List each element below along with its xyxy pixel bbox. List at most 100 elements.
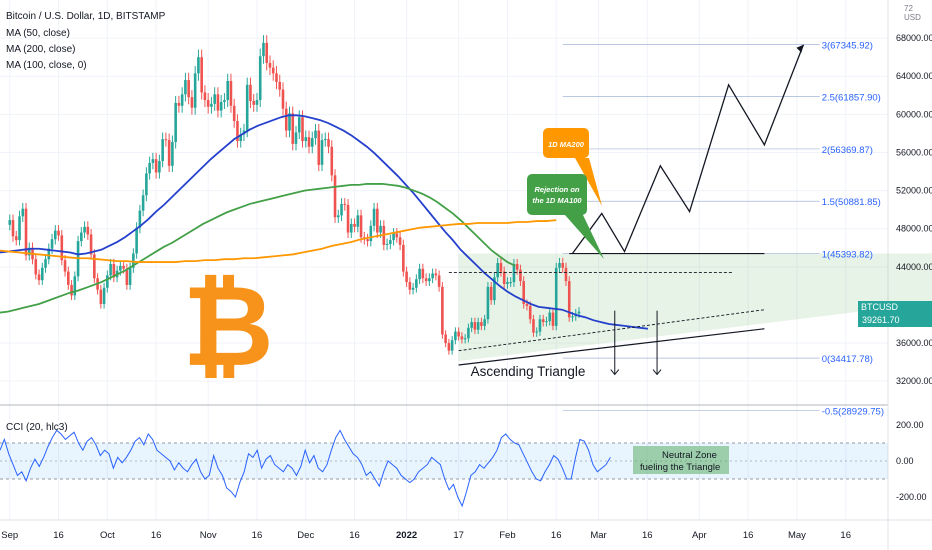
candle-body — [171, 141, 174, 166]
candle-body — [154, 159, 158, 173]
candle-body — [213, 94, 216, 104]
candle-body — [187, 80, 190, 98]
cci-band — [0, 443, 888, 479]
candle-body — [245, 84, 249, 131]
price-tag-countdown: 05:39:24 — [896, 328, 932, 338]
currency-mark: USD — [904, 13, 921, 22]
currency-label: 72 USD — [904, 4, 932, 22]
green-label-text-2: the 1D MA100 — [532, 196, 582, 205]
time-tick: Apr — [692, 530, 707, 541]
candle-body — [428, 278, 431, 282]
candle-body — [60, 235, 64, 261]
candle-body — [281, 89, 285, 109]
candle-body — [112, 263, 116, 278]
candle-body — [346, 204, 350, 233]
candle-body — [424, 278, 428, 282]
candle-body — [418, 268, 421, 280]
cci-tick: 0.00 — [896, 456, 914, 466]
candle-body — [496, 263, 499, 278]
candle-body — [460, 336, 464, 340]
drawings: ₿ — [182, 44, 805, 389]
candle-body — [353, 223, 356, 227]
candle-body — [535, 331, 539, 333]
candle-body — [470, 322, 473, 328]
time-tick: Mar — [590, 530, 606, 541]
candle-body — [320, 140, 324, 165]
candle-body — [122, 265, 125, 269]
price-tag: BTCUSD 39261.70 05:39:24 — [858, 301, 932, 338]
price-tick: 56000.00 — [896, 147, 932, 157]
time-tick: 16 — [151, 530, 162, 541]
candle-body — [167, 140, 171, 166]
candle-body — [180, 94, 184, 106]
candle-body — [421, 268, 425, 279]
candle-body — [102, 287, 106, 304]
candle-body — [206, 100, 210, 107]
candle-body — [138, 210, 142, 228]
candle-body — [203, 92, 207, 101]
candle-body — [148, 162, 151, 174]
candle-body — [349, 223, 353, 233]
candle-body — [577, 311, 581, 314]
time-tick: 16 — [53, 530, 64, 541]
fib-label: 1.5(50881.85) — [822, 197, 881, 208]
candle-body — [219, 101, 223, 111]
candle-body — [366, 239, 369, 242]
time-tick: 17 — [453, 530, 464, 541]
candle-body — [226, 81, 229, 101]
green-label-text-1: Rejection on — [534, 185, 579, 194]
fibonacci-levels: 3(67345.92) 2.5(61857.90) 2(56369.87) 1.5(5… — [562, 40, 884, 417]
candle-body — [174, 102, 177, 142]
moving-averages — [0, 114, 649, 330]
candle-body — [532, 319, 535, 333]
candle-body — [509, 282, 512, 284]
candle-body — [297, 117, 301, 133]
candle-body — [551, 312, 555, 326]
candle-body — [525, 303, 529, 306]
time-tick: May — [788, 530, 806, 541]
fib-label: 2(56369.87) — [822, 145, 873, 156]
orange-label-box — [543, 128, 589, 158]
candle-body — [210, 103, 213, 107]
fib-label: 0(34417.78) — [822, 354, 873, 365]
candle-body — [395, 233, 399, 238]
candle-body — [89, 234, 93, 255]
candle-body — [467, 327, 470, 339]
candle-body — [53, 230, 57, 240]
candle-body — [70, 284, 73, 296]
candle-body — [317, 130, 321, 165]
candle-body — [567, 281, 571, 318]
candle-body — [197, 57, 200, 74]
candle-body — [447, 343, 451, 351]
time-tick: Sep — [1, 530, 18, 541]
cci-line — [0, 429, 611, 508]
candle-body — [369, 225, 373, 242]
pattern-label: Ascending Triangle — [471, 364, 586, 379]
candle-body — [265, 42, 269, 63]
candle-body — [314, 130, 317, 139]
candle-body — [109, 263, 112, 276]
cci-pane — [0, 429, 888, 508]
candle-body — [284, 108, 288, 131]
cci-tick: 200.00 — [896, 420, 924, 430]
candle-body — [125, 268, 129, 285]
candle-body — [538, 319, 542, 332]
candle-body — [522, 281, 525, 304]
candle-body — [548, 312, 552, 322]
candle-body — [164, 139, 168, 141]
legend-ma50: MA (50, close) — [6, 28, 70, 39]
candle-body — [236, 121, 239, 142]
candle-body — [402, 244, 405, 272]
price-tick: 44000.00 — [896, 262, 932, 272]
candle-body — [73, 276, 77, 296]
candle-body — [486, 286, 490, 320]
candle-body — [431, 273, 434, 279]
drop-arrow-head — [610, 369, 620, 376]
price-tick: 48000.00 — [896, 224, 932, 234]
candle-body — [441, 286, 444, 335]
candle-body — [571, 316, 574, 318]
candle-body — [86, 226, 90, 235]
time-tick: 16 — [551, 530, 562, 541]
